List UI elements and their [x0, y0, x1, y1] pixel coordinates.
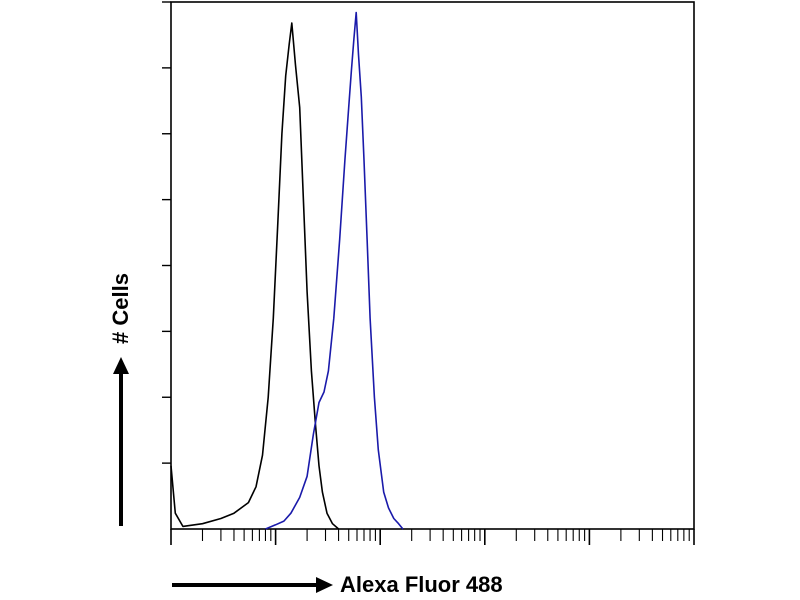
histogram-series-2 — [265, 11, 404, 530]
histogram-series-1 — [170, 22, 340, 530]
series-layer — [170, 11, 404, 530]
x-axis-ticks — [170, 529, 695, 545]
x-axis-arrow-head — [316, 577, 333, 593]
y-axis-label: # Cells — [108, 273, 133, 344]
y-axis-arrow-head — [113, 357, 129, 374]
plot-frame — [170, 1, 695, 530]
y-axis-ticks — [162, 1, 171, 464]
x-axis-label: Alexa Fluor 488 — [340, 572, 503, 597]
